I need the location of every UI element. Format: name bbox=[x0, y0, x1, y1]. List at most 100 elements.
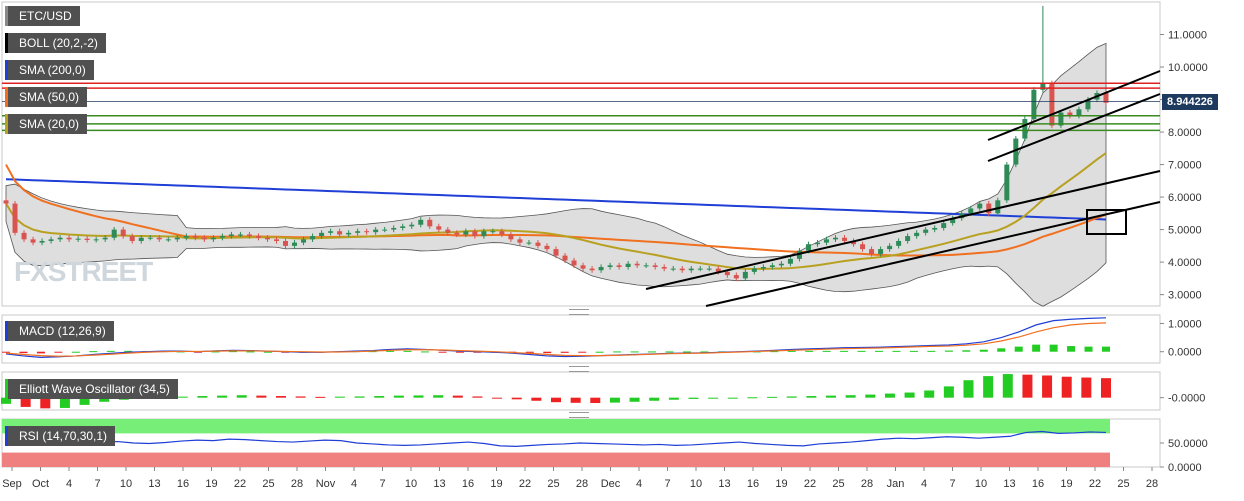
candle-body bbox=[968, 208, 974, 214]
trend-channel-line bbox=[987, 93, 1161, 162]
highlight-box bbox=[1086, 209, 1127, 235]
candle-body bbox=[30, 239, 36, 243]
current-price-label: 8.944226 bbox=[1162, 94, 1218, 110]
macd-histogram-bar bbox=[630, 351, 639, 353]
legend-macd[interactable]: MACD (12,26,9) bbox=[5, 321, 114, 341]
candle-body bbox=[742, 271, 748, 279]
candle-body bbox=[986, 203, 992, 214]
candle-body bbox=[210, 237, 216, 240]
macd-histogram-bar bbox=[909, 350, 918, 352]
macd-histogram-bar bbox=[648, 351, 657, 353]
macd-histogram-bar bbox=[246, 351, 255, 353]
candle-body bbox=[481, 231, 487, 237]
legend-pair[interactable]: ETC/USD bbox=[5, 6, 80, 26]
ewo-bar bbox=[393, 395, 404, 398]
panel-resize-handle[interactable] bbox=[569, 412, 589, 418]
rsi-line bbox=[5, 430, 1107, 447]
candle-body bbox=[1049, 83, 1055, 126]
candle-body bbox=[544, 245, 550, 250]
candle-body bbox=[1013, 138, 1019, 165]
macd-histogram-bar bbox=[560, 351, 569, 353]
legend-rsi[interactable]: RSI (14,70,30,1) bbox=[5, 426, 116, 446]
sma20-line bbox=[5, 152, 1107, 270]
x-tick-label: 19 bbox=[490, 478, 502, 490]
candle-body bbox=[923, 229, 929, 233]
x-tick-label: 10 bbox=[405, 478, 417, 490]
candle-body bbox=[1004, 164, 1010, 201]
panel-resize-handle[interactable] bbox=[569, 309, 589, 315]
panel-frame-macd bbox=[1, 314, 1161, 364]
ewo-bar bbox=[315, 396, 326, 398]
x-tick-label: Nov bbox=[316, 478, 336, 490]
trend-channel-line bbox=[705, 201, 1161, 307]
x-tick-label: 7 bbox=[94, 478, 100, 490]
candle-body bbox=[1067, 112, 1073, 116]
candle-body bbox=[787, 258, 793, 264]
x-tick-label: 7 bbox=[379, 478, 385, 490]
ewo-bar bbox=[217, 395, 228, 398]
macd-histogram-bar bbox=[962, 350, 971, 352]
candle-body bbox=[842, 237, 848, 241]
macd-histogram-bar bbox=[89, 351, 98, 353]
x-tick-label: 16 bbox=[1032, 478, 1044, 490]
x-tick-label: 25 bbox=[1117, 478, 1129, 490]
legend-boll[interactable]: BOLL (20,2,-2) bbox=[5, 33, 106, 53]
macd-histogram-bar bbox=[892, 350, 901, 352]
candle-body bbox=[823, 239, 829, 243]
x-tick-label: 13 bbox=[718, 478, 730, 490]
macd-histogram-bar bbox=[211, 351, 220, 353]
macd-histogram-bar bbox=[857, 350, 866, 352]
macd-histogram-bar bbox=[822, 350, 831, 352]
candle-body bbox=[156, 237, 162, 240]
panel-resize-handle[interactable] bbox=[569, 366, 589, 372]
bollinger-band bbox=[5, 42, 1107, 307]
ewo-bar bbox=[1, 397, 11, 404]
macd-histogram-bar bbox=[979, 349, 988, 352]
legend-ewo[interactable]: Elliott Wave Oscillator (34,5) bbox=[5, 379, 178, 399]
ewo-bar bbox=[983, 376, 994, 398]
candle-body bbox=[328, 231, 334, 233]
macd-histogram-bar bbox=[543, 351, 552, 354]
candle-body bbox=[111, 229, 117, 238]
ewo-bar bbox=[649, 397, 660, 401]
candle-body bbox=[219, 236, 225, 238]
candle-body bbox=[869, 249, 875, 254]
ewo-bar bbox=[629, 397, 640, 402]
y-tick-label: 11.0000 bbox=[1168, 30, 1207, 42]
macd-histogram-bar bbox=[875, 350, 884, 352]
ewo-bar bbox=[1061, 376, 1072, 398]
x-tick-label: Sep bbox=[2, 478, 22, 490]
legend-sma20[interactable]: SMA (20,0) bbox=[5, 114, 88, 134]
candle-body bbox=[733, 275, 739, 279]
macd-histogram-bar bbox=[36, 351, 45, 354]
y-tick-label: 1.0000 bbox=[1168, 318, 1202, 330]
ewo-bar bbox=[492, 397, 503, 399]
legend-sma50[interactable]: SMA (50,0) bbox=[5, 87, 88, 107]
x-tick-label: 19 bbox=[205, 478, 217, 490]
rsi-overbought-zone bbox=[2, 419, 1110, 434]
y-tick-label: 3.0000 bbox=[1168, 290, 1202, 302]
ewo-bar bbox=[1042, 375, 1053, 398]
candle-body bbox=[652, 265, 658, 267]
candle-body bbox=[1085, 99, 1091, 110]
ewo-bar bbox=[413, 395, 424, 398]
ewo-bar bbox=[708, 397, 719, 399]
ewo-bar bbox=[236, 395, 247, 398]
x-tick-label: 16 bbox=[747, 478, 759, 490]
sma200-line bbox=[5, 178, 1107, 221]
candle-body bbox=[1022, 119, 1028, 139]
candle-body bbox=[264, 237, 270, 240]
legend-sma200[interactable]: SMA (200,0) bbox=[5, 60, 94, 80]
candle-body bbox=[364, 231, 370, 233]
candle-body bbox=[183, 236, 189, 238]
x-tick-label: Dec bbox=[601, 478, 621, 490]
macd-histogram-bar bbox=[1014, 346, 1023, 352]
candle-body bbox=[490, 231, 496, 233]
candle-body bbox=[373, 229, 379, 233]
x-tick-label: 7 bbox=[664, 478, 670, 490]
candle-body bbox=[174, 237, 180, 240]
candle-body bbox=[896, 240, 902, 246]
candle-body bbox=[57, 237, 63, 240]
candle-body bbox=[634, 263, 640, 266]
